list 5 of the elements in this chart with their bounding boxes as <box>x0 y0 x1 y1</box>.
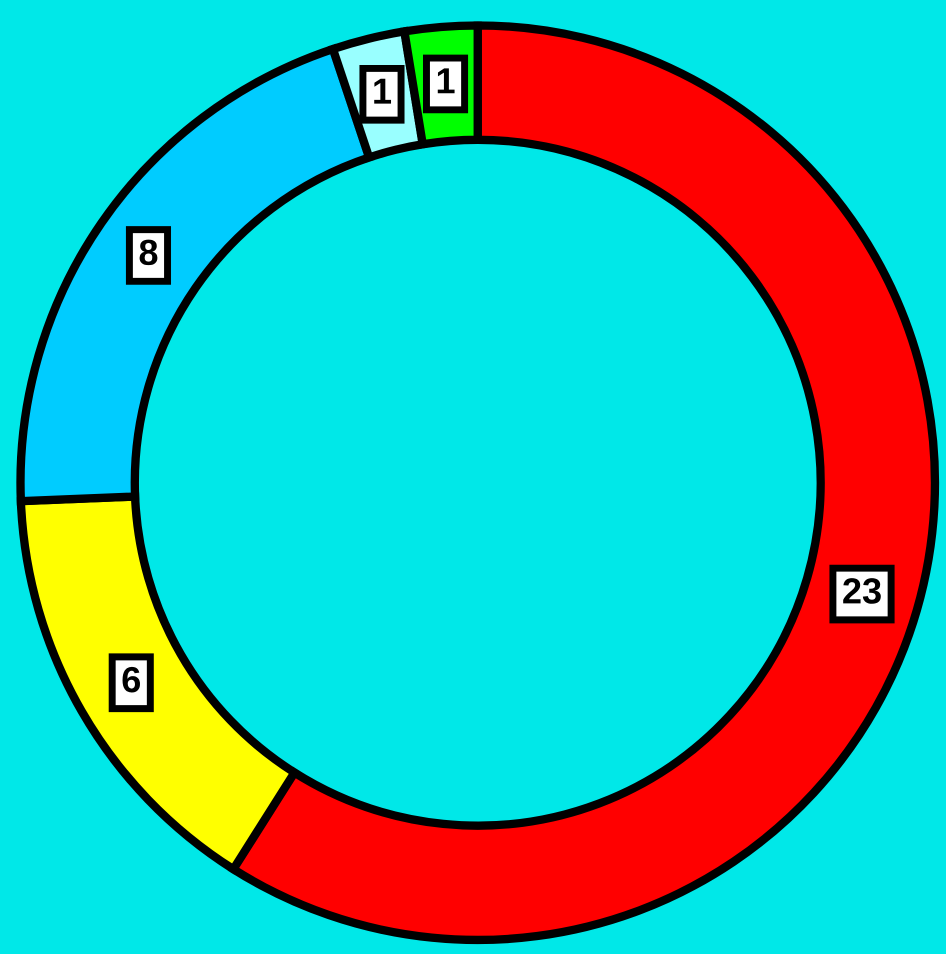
data-label: 8 <box>140 240 158 266</box>
data-label: 1 <box>438 68 455 94</box>
data-label: 23 <box>843 578 881 604</box>
data-label: 6 <box>122 666 140 692</box>
data-label: 1 <box>374 78 392 104</box>
